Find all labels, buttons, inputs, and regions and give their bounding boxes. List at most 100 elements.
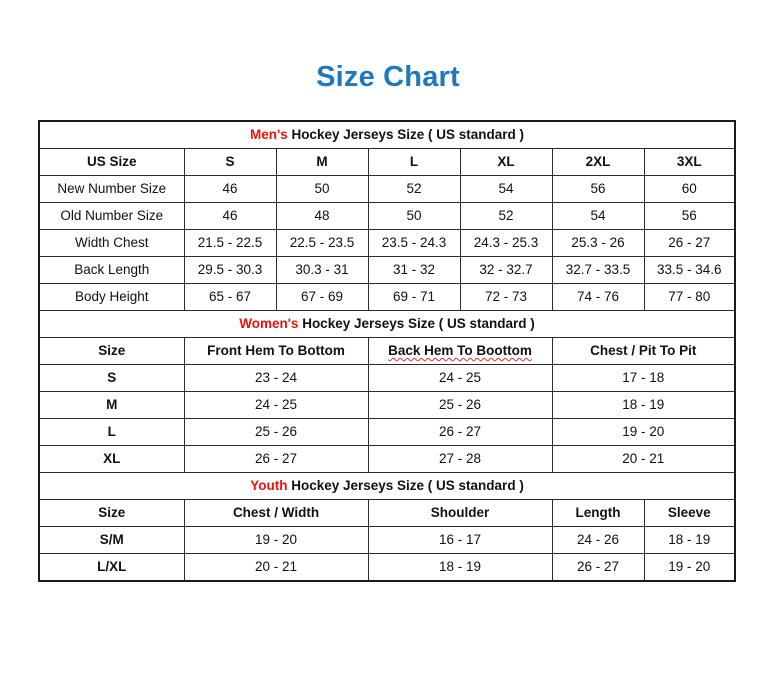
cell-mens-0-0: 46 <box>183 175 277 203</box>
column-header-mens-2: M <box>275 148 369 176</box>
row-label-mens-2: Width Chest <box>38 229 185 257</box>
column-header-row-mens: US Size S M L XL 2XL 3XL <box>38 148 736 176</box>
cell-mens-4-1: 67 - 69 <box>275 283 369 311</box>
cell-mens-1-3: 52 <box>459 202 553 230</box>
page-title: Size Chart <box>316 61 460 93</box>
cell-womens-2-0: 25 - 26 <box>183 418 369 446</box>
cell-youth-0-2: 24 - 26 <box>551 526 645 554</box>
cell-mens-2-4: 25.3 - 26 <box>551 229 645 257</box>
cell-youth-1-3: 19 - 20 <box>643 553 736 582</box>
banner-accent-text: Women's <box>239 316 299 332</box>
column-header-mens-1: S <box>183 148 277 176</box>
table-row: XL 26 - 27 27 - 28 20 - 21 <box>38 445 736 473</box>
column-header-youth-0: Size <box>38 499 185 527</box>
cell-womens-1-1: 25 - 26 <box>367 391 553 419</box>
table-row: M 24 - 25 25 - 26 18 - 19 <box>38 391 736 419</box>
banner-rest-text: Hockey Jerseys Size ( US standard ) <box>287 127 525 143</box>
cell-mens-3-0: 29.5 - 30.3 <box>183 256 277 284</box>
cell-mens-0-4: 56 <box>551 175 645 203</box>
cell-youth-1-1: 18 - 19 <box>367 553 553 582</box>
row-label-youth-1: L/XL <box>38 553 185 582</box>
section-banner-row-mens: Men's Hockey Jerseys Size ( US standard … <box>38 120 736 149</box>
cell-mens-1-5: 56 <box>643 202 736 230</box>
table-row: S 23 - 24 24 - 25 17 - 18 <box>38 364 736 392</box>
cell-mens-3-5: 33.5 - 34.6 <box>643 256 736 284</box>
row-label-womens-3: XL <box>38 445 185 473</box>
cell-womens-0-0: 23 - 24 <box>183 364 369 392</box>
table-row: Old Number Size 46 48 50 52 54 56 <box>38 202 736 230</box>
cell-womens-1-2: 18 - 19 <box>551 391 736 419</box>
column-header-youth-2: Shoulder <box>367 499 553 527</box>
table-row: L/XL 20 - 21 18 - 19 26 - 27 19 - 20 <box>38 553 736 582</box>
cell-mens-0-2: 52 <box>367 175 461 203</box>
cell-mens-0-3: 54 <box>459 175 553 203</box>
cell-mens-4-2: 69 - 71 <box>367 283 461 311</box>
cell-mens-4-5: 77 - 80 <box>643 283 736 311</box>
size-chart-table-wrap: Men's Hockey Jerseys Size ( US standard … <box>38 120 737 582</box>
size-chart-table-body: Men's Hockey Jerseys Size ( US standard … <box>38 120 736 582</box>
section-banner-womens: Women's Hockey Jerseys Size ( US standar… <box>38 310 736 338</box>
cell-youth-0-0: 19 - 20 <box>183 526 369 554</box>
cell-womens-3-2: 20 - 21 <box>551 445 736 473</box>
cell-mens-2-3: 24.3 - 25.3 <box>459 229 553 257</box>
cell-mens-3-1: 30.3 - 31 <box>275 256 369 284</box>
misspelled-word: Back Hem To Boottom <box>388 343 532 359</box>
row-label-mens-1: Old Number Size <box>38 202 185 230</box>
cell-mens-0-5: 60 <box>643 175 736 203</box>
table-row: Back Length 29.5 - 30.3 30.3 - 31 31 - 32 32… <box>38 256 736 284</box>
size-chart-table: Men's Hockey Jerseys Size ( US standard … <box>38 120 737 582</box>
cell-womens-0-1: 24 - 25 <box>367 364 553 392</box>
banner-accent-text: Youth <box>250 478 288 494</box>
cell-mens-2-2: 23.5 - 24.3 <box>367 229 461 257</box>
column-header-youth-3: Length <box>551 499 645 527</box>
column-header-row-youth: Size Chest / Width Shoulder Length Sleeve <box>38 499 736 527</box>
row-label-mens-4: Body Height <box>38 283 185 311</box>
row-label-mens-3: Back Length <box>38 256 185 284</box>
cell-womens-2-1: 26 - 27 <box>367 418 553 446</box>
row-label-mens-0: New Number Size <box>38 175 185 203</box>
table-row: L 25 - 26 26 - 27 19 - 20 <box>38 418 736 446</box>
column-header-row-womens: Size Front Hem To Bottom Back Hem To Boott… <box>38 337 736 365</box>
column-header-womens-3: Chest / Pit To Pit <box>551 337 736 365</box>
cell-mens-3-3: 32 - 32.7 <box>459 256 553 284</box>
column-header-mens-5: 2XL <box>551 148 645 176</box>
cell-mens-3-4: 32.7 - 33.5 <box>551 256 645 284</box>
cell-mens-4-4: 74 - 76 <box>551 283 645 311</box>
cell-womens-3-0: 26 - 27 <box>183 445 369 473</box>
row-label-womens-0: S <box>38 364 185 392</box>
cell-mens-2-5: 26 - 27 <box>643 229 736 257</box>
row-label-womens-2: L <box>38 418 185 446</box>
section-banner-row-womens: Women's Hockey Jerseys Size ( US standar… <box>38 310 736 338</box>
banner-accent-text: Men's <box>249 127 288 143</box>
section-banner-mens: Men's Hockey Jerseys Size ( US standard … <box>38 120 736 149</box>
column-header-womens-2: Back Hem To Boottom <box>367 337 553 365</box>
column-header-youth-1: Chest / Width <box>183 499 369 527</box>
banner-rest-text: Hockey Jerseys Size ( US standard ) <box>287 478 524 494</box>
cell-mens-1-0: 46 <box>183 202 277 230</box>
table-row: S/M 19 - 20 16 - 17 24 - 26 18 - 19 <box>38 526 736 554</box>
row-label-youth-0: S/M <box>38 526 185 554</box>
cell-mens-4-0: 65 - 67 <box>183 283 277 311</box>
cell-mens-2-0: 21.5 - 22.5 <box>183 229 277 257</box>
cell-womens-2-2: 19 - 20 <box>551 418 736 446</box>
column-header-womens-0: Size <box>38 337 185 365</box>
cell-womens-1-0: 24 - 25 <box>183 391 369 419</box>
cell-mens-3-2: 31 - 32 <box>367 256 461 284</box>
row-label-womens-1: M <box>38 391 185 419</box>
column-header-mens-3: L <box>367 148 461 176</box>
cell-womens-0-2: 17 - 18 <box>551 364 736 392</box>
cell-mens-1-4: 54 <box>551 202 645 230</box>
cell-mens-1-2: 50 <box>367 202 461 230</box>
column-header-womens-1: Front Hem To Bottom <box>183 337 369 365</box>
table-row: Body Height 65 - 67 67 - 69 69 - 71 72 - 73 7… <box>38 283 736 311</box>
cell-womens-3-1: 27 - 28 <box>367 445 553 473</box>
section-banner-youth: Youth Hockey Jerseys Size ( US standard … <box>38 472 736 500</box>
cell-mens-0-1: 50 <box>275 175 369 203</box>
table-row: Width Chest 21.5 - 22.5 22.5 - 23.5 23.5 - … <box>38 229 736 257</box>
cell-mens-4-3: 72 - 73 <box>459 283 553 311</box>
column-header-youth-4: Sleeve <box>643 499 736 527</box>
cell-youth-1-0: 20 - 21 <box>183 553 369 582</box>
cell-mens-1-1: 48 <box>275 202 369 230</box>
cell-youth-0-1: 16 - 17 <box>367 526 553 554</box>
